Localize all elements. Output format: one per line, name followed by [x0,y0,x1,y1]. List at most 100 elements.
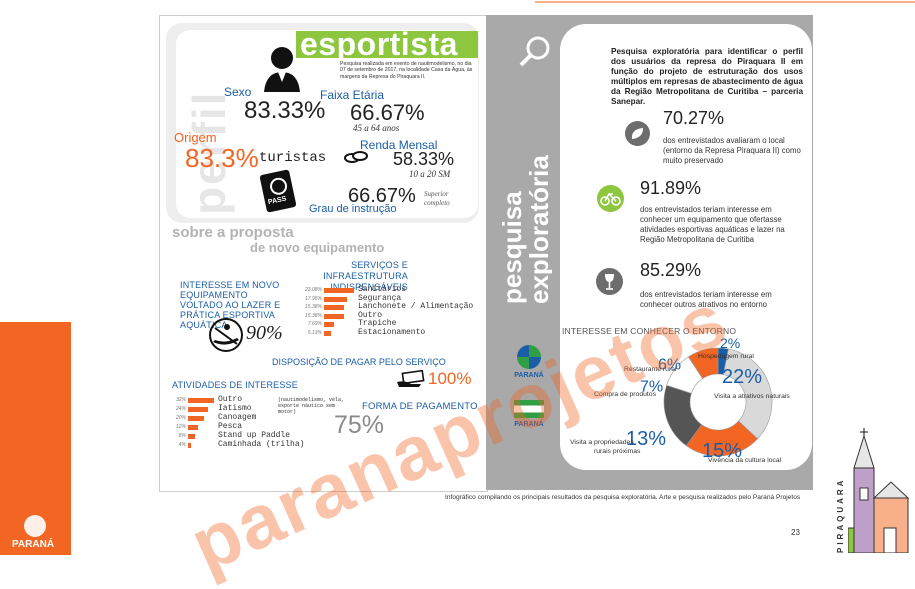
servico-pct: 23.08% [305,287,322,293]
footer-caption: Infográfico compilando os principais res… [445,494,801,501]
atividades-chart: 32% Outro 24% Iatismo 20% Canoagem 12% Pesca 8% S… [172,395,352,457]
faixa-note: 45 a 64 anos [353,123,400,133]
money-icon [397,369,425,393]
outro-note: (nautimodelismo, vela, esporte náutico s… [278,397,345,415]
servico-bar [324,296,347,302]
brand-sidebar: PARANÁ [0,322,71,555]
interesse-title: INTERESSE EM NOVO EQUIPAMENTO VOLTADO AO… [180,280,281,330]
donut-slice [723,348,773,440]
atividade-bar [188,443,191,448]
bike-icon [597,185,624,212]
stat1-value: 70.27% [663,108,725,128]
servico-pct: 15.38% [305,312,322,319]
page-number: 23 [791,528,800,537]
compra-produtos-label: Compra de produtos [594,391,657,398]
visita-naturais-pct: 22% [722,366,762,388]
stat2-text: dos entrevistados teriam interesse em co… [640,205,785,244]
grau-note: Superior completo [424,190,450,207]
servico-pct: 17.95% [305,295,322,302]
servico-label: Lanchonete / Alimentação [358,302,474,312]
visita-propriedades-pct: 13% [626,428,666,450]
forma-title: FORMA DE PAGAMENTO [362,401,478,412]
sexo-value: 83.33% [244,97,326,124]
stat3-value: 85.29% [640,260,702,280]
stat2-value: 91.89% [640,178,702,198]
vivencia-cultura-pct: 15% [702,440,742,462]
parana-logo-2-text: PARANÁ [514,421,544,428]
entorno-chart: 22% 15% 13% 7% 6% 2% Visita a atrativos natura… [570,336,790,464]
forma-value: 75% [334,411,385,439]
servico-label: Trapiche [358,319,397,329]
origem-label: Origem [174,130,217,145]
faixa-label: Faixa Etária [320,88,385,102]
atividade-bar [188,434,195,439]
servico-pct: 7.69% [307,321,322,328]
pagar-title: DISPOSIÇÃO DE PAGAR PELO SERVIÇO [272,357,446,367]
restaurante-rural-label: Restaurante rural [624,366,677,373]
visita-naturais-label: Visita a atrativos naturais [714,393,790,400]
donut-slice [687,347,719,379]
brand-logo-icon [24,515,46,537]
parana-flower-icon [517,345,541,369]
servico-pct: 15.38% [305,304,322,311]
search-icon [518,34,552,73]
atividade-bar [188,425,198,430]
vertical-title: pesquisa exploratória [497,155,554,304]
faixa-value: 66.67% [350,100,425,125]
profile-card [176,30,478,218]
servico-bar [324,288,354,293]
compra-produtos-pct: 7% [640,379,663,396]
results-heading: Pesquisa exploratória para identificar o… [611,47,803,106]
atividade-label: Canoagem [218,413,257,422]
parana-logo-1-text: PARANÁ [514,372,544,379]
stat1-text: dos entrevistados avaliaram o local (ent… [663,136,801,165]
parana-logo-1: PARANÁ [511,345,547,379]
servico-label: Segurança [358,293,402,303]
hospedagem-rural-pct: 2% [720,336,740,351]
origem-value: 83.3% [185,143,259,173]
proposta-title: sobre a proposta [172,224,294,241]
servico-bar [324,322,334,328]
renda-note: 10 a 20 SM [409,169,451,179]
proposta-subtitle: de novo equipamento [250,240,385,255]
servico-label: Sanitários [358,285,407,294]
side-word: PIRAQUARA [836,477,845,553]
servico-bar [324,331,331,336]
atividade-pct: 24% [175,406,186,412]
grau-value: 66.67% [348,185,416,207]
servico-label: Outro [358,310,383,320]
intro-text: Pesquisa realizada em evento de nautimod… [340,61,473,80]
servicos-chart: 23.08% Sanitários 17.95% Segurança 15.38% Lan… [298,285,478,343]
servico-bar [324,313,344,319]
renda-value: 58.33% [393,149,455,169]
leaf-icon [625,121,650,146]
atividade-label: Outro [218,395,243,404]
vivencia-cultura-label: Vivência da cultura local [708,457,782,464]
atividade-pct: 4% [178,442,186,448]
parana-flag-icon [514,400,544,418]
atividade-pct: 32% [175,397,186,403]
servico-label: Estacionamento [358,328,426,337]
atividade-label: Iatismo [218,404,252,413]
origem-word: turistas [259,150,327,166]
servicos-title: SERVIÇOS E INFRAESTRUTURA INDISPENSÁVEIS [323,260,408,292]
atividade-bar [188,407,208,412]
visita-propriedades-label: Visita a propriedades rurais próximas [570,439,641,455]
atividade-label: Pesca [218,422,243,431]
atividade-bar [188,416,204,421]
sexo-label: Sexo [224,85,252,99]
pass-label: PASS [267,195,288,207]
atividades-title: ATIVIDADES DE INTERESSE [172,380,298,390]
renda-label: Renda Mensal [360,138,438,152]
atividade-pct: 8% [178,433,186,439]
interesse-value: 90% [246,322,283,344]
coins-icon [344,150,368,169]
brand-name: PARANÁ [12,539,55,550]
atividade-bar [188,398,214,403]
entorno-title: INTERESSE EM CONHECER O ENTORNO [562,326,737,336]
page-title: esportista [300,26,458,62]
restaurante-rural-pct: 6% [658,357,681,374]
kayak-icon [207,318,245,357]
servico-pct: 5.13% [307,330,322,336]
atividade-pct: 12% [175,424,186,430]
